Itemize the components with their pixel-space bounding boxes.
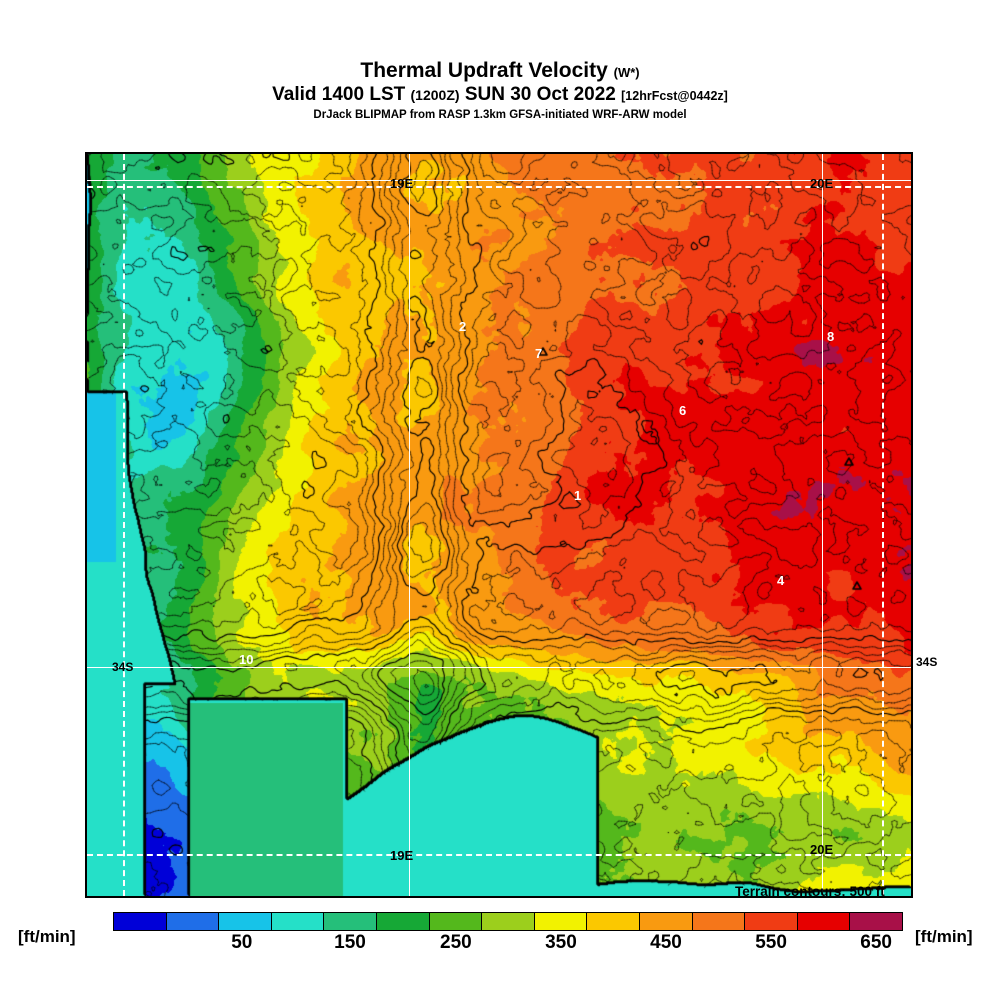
weather-map[interactable]: 19E 20E 19E 20E 2 7 8 6 1 4 10: [85, 152, 913, 898]
domain-box-right: [882, 154, 884, 896]
colorbar-swatch-6: [429, 913, 483, 930]
lat-label-left-34s: 34S: [112, 660, 134, 674]
colorbar-tick-350: 350: [545, 932, 577, 953]
site-marker-10[interactable]: 10: [239, 652, 254, 667]
colorbar-tick-250: 250: [440, 932, 472, 953]
colorbar-swatch-13: [797, 913, 851, 930]
graticule-line-vertical: [409, 154, 410, 896]
colorbar-swatch-8: [534, 913, 588, 930]
main-title-text: Thermal Updraft Velocity: [360, 59, 608, 82]
colorbar-swatch-0: [114, 913, 167, 930]
colorbar-swatch-1: [166, 913, 220, 930]
valid-date: SUN 30 Oct 2022: [464, 84, 616, 106]
colorbar-swatch-5: [376, 913, 430, 930]
valid-zulu: (1200Z): [410, 87, 460, 104]
colorbar-legend: [ft/min] [ft/min] 50 150 250 350 450 550 650: [0, 905, 1000, 965]
colorbar-unit-right: [ft/min]: [915, 927, 973, 946]
thermal-updraft-raster: [87, 154, 911, 896]
coord-label-19e-bottom: 19E: [390, 848, 414, 863]
coord-label-19e-top: 19E: [390, 176, 414, 191]
site-marker-7[interactable]: 7: [535, 346, 543, 361]
colorbar-swatch-10: [639, 913, 693, 930]
colorbar-tick-labels: 50 150 250 350 450 550 650: [113, 932, 903, 958]
colorbar-tick-550: 550: [755, 932, 787, 953]
colorbar-swatch-4: [324, 913, 377, 930]
colorbar-tick-150: 150: [334, 932, 366, 953]
domain-box-bottom: [87, 854, 911, 856]
valid-time: Valid 1400 LST: [272, 84, 406, 106]
site-marker-1[interactable]: 1: [574, 488, 582, 503]
site-marker-2[interactable]: 2: [459, 319, 467, 334]
wstar-symbol: (W*): [613, 65, 640, 80]
domain-box-top: [87, 186, 911, 188]
graticule-line-horizontal: [87, 180, 911, 181]
forecast-stamp: [12hrFcst@0442z]: [621, 89, 728, 104]
colorbar-swatch-14: [850, 913, 902, 930]
colorbar-tick-50: 50: [231, 932, 253, 953]
graticule-line-vertical: [822, 154, 823, 896]
colorbar-unit-left: [ft/min]: [18, 927, 76, 946]
lat-label-right-34s: 34S: [916, 655, 938, 669]
coord-label-20e-top: 20E: [810, 176, 834, 191]
terrain-contour-note: Terrain contours: 500 ft: [735, 884, 885, 899]
colorbar-tick-650: 650: [860, 932, 892, 953]
subtitle: Valid 1400 LST (1200Z) SUN 30 Oct 2022 […: [0, 84, 1000, 106]
colorbar-swatches[interactable]: [113, 912, 903, 931]
colorbar-swatch-11: [692, 913, 746, 930]
colorbar-swatch-3: [271, 913, 325, 930]
colorbar-tick-450: 450: [650, 932, 682, 953]
colorbar-swatch-7: [482, 913, 535, 930]
site-marker-8[interactable]: 8: [827, 329, 835, 344]
colorbar-swatch-2: [219, 913, 272, 930]
page-title: Thermal Updraft Velocity (W*): [0, 59, 1000, 82]
colorbar-swatch-9: [587, 913, 640, 930]
domain-box-left: [123, 154, 125, 896]
model-credit: DrJack BLIPMAP from RASP 1.3km GFSA-init…: [313, 108, 687, 121]
site-marker-6[interactable]: 6: [679, 403, 687, 418]
graticule-line-horizontal: [87, 667, 911, 668]
coord-label-20e-bottom: 20E: [810, 842, 834, 857]
site-marker-4[interactable]: 4: [777, 573, 785, 588]
colorbar-swatch-12: [745, 913, 798, 930]
title-block: Thermal Updraft Velocity (W*) Valid 1400…: [0, 59, 1000, 121]
